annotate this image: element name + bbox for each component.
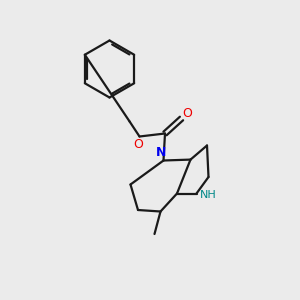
- Text: O: O: [182, 106, 192, 120]
- Text: NH: NH: [200, 190, 216, 200]
- Text: O: O: [133, 137, 143, 151]
- Text: N: N: [156, 146, 166, 160]
